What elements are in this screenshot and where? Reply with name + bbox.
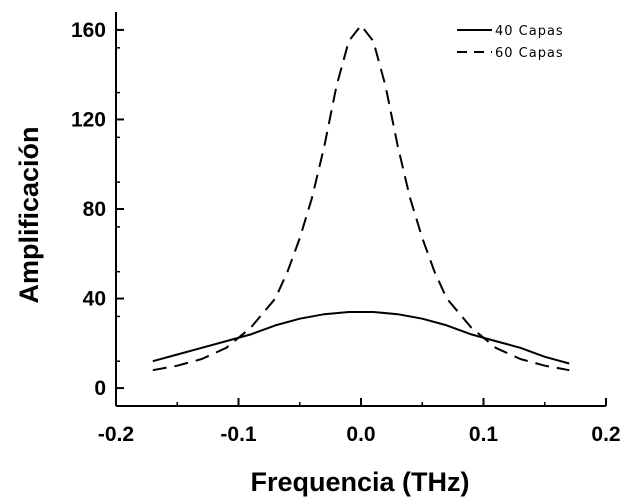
series-layer — [152, 24, 570, 372]
y-tick-label: 0 — [94, 377, 106, 400]
axes: 0 40 80 120 160 -0.2 -0.1 0.0 0.1 0.2 — [71, 12, 621, 446]
y-tick-label: 160 — [71, 19, 106, 42]
y-tick-label: 80 — [83, 198, 106, 221]
x-tick-label: 0.2 — [591, 423, 620, 446]
y-tick-label: 40 — [83, 288, 106, 311]
legend-label: 40 Capas — [495, 24, 564, 39]
x-tick-label: -0.1 — [220, 423, 257, 446]
series-line-40-capas — [152, 311, 570, 365]
x-tick-label: -0.2 — [98, 423, 134, 446]
y-axis-title: Amplificación — [14, 126, 44, 303]
series-line-60-capas — [152, 24, 570, 372]
legend: 40 Capas 60 Capas — [457, 24, 564, 61]
x-tick-label: 0.1 — [469, 423, 499, 446]
x-axis-title: Frequencia (THz) — [250, 467, 469, 497]
y-tick-label: 120 — [71, 108, 106, 131]
x-tick-label: 0.0 — [346, 423, 375, 446]
legend-label: 60 Capas — [495, 46, 564, 61]
